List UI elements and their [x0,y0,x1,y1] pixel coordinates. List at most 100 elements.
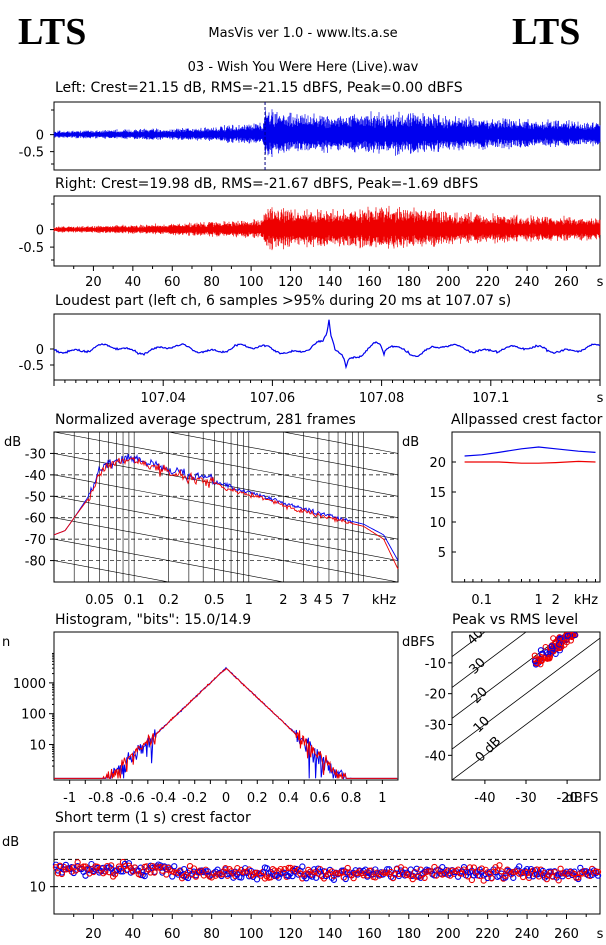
histogram-series-0 [54,666,398,780]
loudest-xtick-label: 107.04 [140,391,186,406]
histogram-title: Histogram, "bits": 15.0/14.9 [55,612,252,628]
allpass-frame [451,431,601,583]
peakrms-crest-line [452,632,568,719]
file-name: 03 - Wish You Were Here (Live).wav [187,60,419,75]
histogram-xtick-label: 1 [378,791,386,806]
shortterm-point [281,866,288,873]
spectrum-grid [54,432,398,582]
histogram-xtick-label: 0.6 [309,791,330,806]
loudest-xtick-label: 107.06 [250,391,296,406]
shortterm-point [510,874,517,881]
allpass-xtick-label: kHz [574,593,598,608]
shortterm-xtick-label: s [597,927,604,942]
histogram-ytick-label: 10 [29,739,46,754]
loudest-xtick-label: s [597,391,604,406]
loudest-xtick-label: 107.08 [359,391,405,406]
right-channel-xtick-label: 140 [318,275,343,290]
shortterm-point [555,877,562,884]
shortterm-point [496,862,503,869]
shortterm-point [222,865,229,872]
histogram-xtick-label: -0.2 [182,791,207,806]
allpass-ytick-label: 5 [438,546,446,561]
spectrum-ylabel: dB [4,435,21,450]
spectrum-xtick-label: 2 [279,593,287,608]
allpass-xtick-label: 0.1 [471,593,492,608]
shortterm-point [401,866,409,873]
peakrms-crest-line [452,668,600,780]
spectrum-xtick-label: 7 [342,593,350,608]
shortterm-xtick-label: 120 [278,927,303,942]
spectrum-xtick-label: 3 [299,593,307,608]
loudest-waveform [53,319,601,370]
peakrms-point [537,647,544,654]
peakrms-ytick-label: -20 [425,688,446,703]
shortterm-point [525,872,533,879]
peakrms-point [550,635,557,642]
right-channel-xtick-label: 200 [436,275,461,290]
spectrum-xtick-label: 4 [314,593,322,608]
spectrum-series-1 [53,456,399,570]
shortterm-point [372,866,379,873]
peakrms-xtick-label: -20 [556,791,577,806]
allpass-xtick-label: 2 [552,593,560,608]
histogram-xtick-label: -0.8 [88,791,113,806]
spectrum-ytick-label: -50 [25,490,46,505]
right-channel-xtick-label: 220 [475,275,500,290]
shortterm-point [523,869,531,876]
shortterm-point [253,876,261,883]
loudest-ytick-label: 0 [36,343,44,358]
peakrms-ytick-label: -40 [425,749,446,764]
loudest-xtick-label: 107.1 [472,391,509,406]
histogram-series-1 [54,667,398,779]
histogram-ytick-label: 1000 [13,677,46,692]
allpass-ytick-label: 15 [429,486,446,501]
shortterm-point [289,872,296,880]
spectrum-slope-line [54,517,398,582]
peakrms-point [538,657,545,665]
logo-left: LTS [18,11,87,53]
spectrum-xtick-label: 0.05 [85,593,114,608]
shortterm-xtick-label: 200 [436,927,461,942]
shortterm-point [263,865,271,872]
right-channel-xtick-label: 160 [357,275,382,290]
allpass-ytick-label: 10 [429,516,446,531]
shortterm-point [478,865,485,872]
shortterm-point [82,863,89,870]
shortterm-title: Short term (1 s) crest factor [55,810,251,826]
peakrms-crest-line [452,637,600,750]
right-channel-xtick-label: 40 [125,275,142,290]
histogram-xtick-label: 0 [222,791,230,806]
shortterm-xtick-label: 220 [475,927,500,942]
shortterm-xtick-label: 180 [396,927,421,942]
shortterm-xtick-label: 40 [125,927,142,942]
peakrms-point [564,632,571,639]
loudest-title: Loudest part (left ch, 6 samples >95% du… [55,293,512,309]
right-channel-xtick-label: 260 [554,275,579,290]
shortterm-point [261,875,269,882]
peakrms-point [568,632,575,639]
shortterm-point [108,862,115,869]
allpass-title: Allpassed crest factor [451,412,603,428]
shortterm-point [494,867,501,874]
shortterm-ylabel: dB [2,835,19,850]
shortterm-point [516,863,523,870]
shortterm-point [56,862,64,869]
shortterm-point [151,869,158,876]
shortterm-xtick-label: 240 [515,927,540,942]
spectrum-xtick-label: 5 [325,593,333,608]
histogram-xtick-label: -0.6 [119,791,144,806]
right-title: Right: Crest=19.98 dB, RMS=-21.67 dBFS, … [55,176,479,192]
peakrms-point [531,652,538,659]
spectrum-slope-line [281,432,398,454]
shortterm-point [523,865,531,873]
shortterm-xtick-label: 260 [554,927,579,942]
loudest-ytick-label: -0.5 [19,359,44,374]
shortterm-point [362,866,369,873]
peakrms-point [571,632,578,639]
shortterm-point [299,863,306,870]
spectrum-slope-line [167,432,398,476]
peakrms-xtick-label: -30 [515,791,536,806]
spectrum-slope-line [54,432,398,497]
allpass-ytick-label: 20 [429,456,446,471]
